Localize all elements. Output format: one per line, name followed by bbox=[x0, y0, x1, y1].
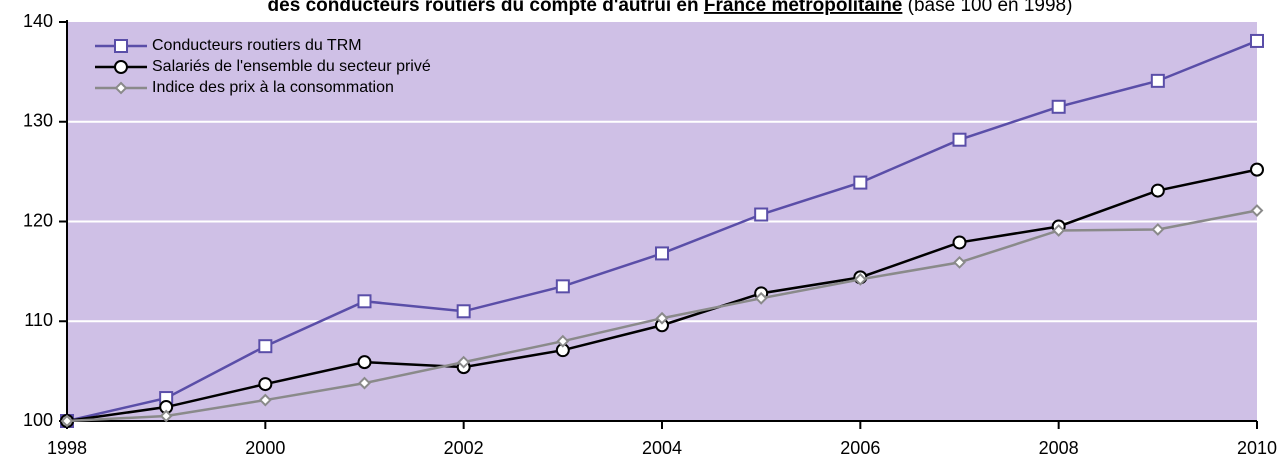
x-tick-label: 2010 bbox=[1237, 438, 1277, 458]
legend-label: Conducteurs routiers du TRM bbox=[152, 37, 362, 54]
legend: Conducteurs routiers du TRM Salariés de l… bbox=[95, 37, 431, 96]
x-tick-label: 2000 bbox=[245, 438, 285, 458]
marker bbox=[556, 334, 570, 348]
y-tick-label: 120 bbox=[23, 210, 53, 230]
marker bbox=[258, 339, 273, 354]
marker bbox=[159, 409, 173, 423]
title-part: France métropolitaine bbox=[704, 0, 903, 16]
marker bbox=[853, 272, 867, 286]
marker bbox=[655, 311, 669, 325]
y-tick-label: 110 bbox=[24, 310, 53, 330]
y-tick-label: 130 bbox=[23, 111, 53, 131]
marker bbox=[60, 414, 74, 428]
marker bbox=[952, 235, 967, 250]
marker bbox=[456, 304, 471, 319]
x-tick-label: 2008 bbox=[1039, 438, 1079, 458]
marker bbox=[358, 376, 371, 390]
marker bbox=[952, 132, 967, 147]
title-part: des conducteurs routiers du compte d'aut… bbox=[268, 0, 672, 16]
marker bbox=[1150, 73, 1165, 88]
marker bbox=[114, 60, 128, 74]
marker bbox=[953, 255, 966, 269]
marker bbox=[357, 294, 372, 309]
title-part: (base 100 en 1998) bbox=[908, 0, 1073, 16]
marker bbox=[114, 81, 128, 95]
marker bbox=[114, 39, 128, 53]
marker bbox=[1250, 33, 1264, 48]
marker bbox=[1250, 162, 1264, 177]
x-tick-label: 2006 bbox=[840, 438, 880, 458]
chart-title: des conducteurs routiers du compte d'aut… bbox=[268, 0, 1073, 16]
marker bbox=[655, 246, 669, 261]
marker bbox=[1150, 183, 1165, 198]
marker bbox=[1051, 99, 1066, 114]
x-tick-label: 2002 bbox=[444, 438, 484, 458]
x-tick-label: 2004 bbox=[642, 438, 682, 458]
marker bbox=[754, 291, 768, 305]
marker bbox=[1151, 223, 1165, 236]
marker bbox=[357, 355, 372, 370]
marker bbox=[457, 355, 471, 369]
marker bbox=[258, 393, 272, 407]
marker bbox=[853, 175, 868, 190]
y-tick-label: 140 bbox=[23, 11, 53, 31]
legend-label: Indice des prix à la consommation bbox=[152, 79, 394, 96]
marker bbox=[555, 279, 570, 294]
x-tick-label: 1998 bbox=[47, 438, 87, 458]
marker bbox=[1052, 224, 1066, 237]
marker bbox=[754, 207, 769, 222]
legend-label: Salariés de l'ensemble du secteur privé bbox=[152, 58, 431, 75]
y-tick-label: 100 bbox=[23, 410, 53, 430]
marker bbox=[258, 377, 273, 392]
marker bbox=[1250, 204, 1264, 217]
title-part: en bbox=[676, 0, 698, 16]
